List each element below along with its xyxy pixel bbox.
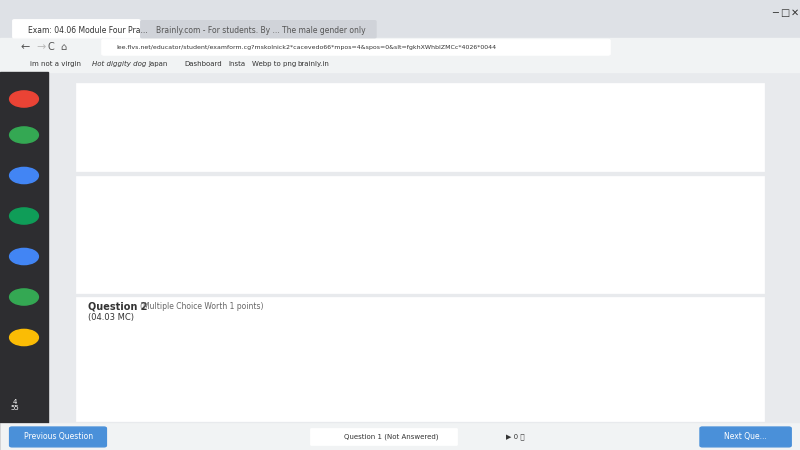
Text: Japan: Japan xyxy=(148,61,167,67)
Text: □: □ xyxy=(780,8,790,18)
Text: Previous Question: Previous Question xyxy=(24,432,93,441)
Text: Webp to png: Webp to png xyxy=(252,61,296,67)
Text: ←: ← xyxy=(21,42,30,52)
Text: Question 2: Question 2 xyxy=(88,302,147,312)
Text: 4
55: 4 55 xyxy=(10,399,18,411)
Text: lee.flvs.net/educator/student/examform.cg?mskolnick2*cacevedo66*mpos=4&spos=0&sl: lee.flvs.net/educator/student/examform.c… xyxy=(116,45,496,50)
Text: Brainly.com - For students. By ...: Brainly.com - For students. By ... xyxy=(156,26,280,35)
Text: Next Que...: Next Que... xyxy=(724,432,767,441)
Text: Insta: Insta xyxy=(228,61,245,67)
Text: im not a virgin: im not a virgin xyxy=(30,61,82,67)
Text: Question 1 (Not Answered): Question 1 (Not Answered) xyxy=(344,434,438,440)
Text: (Multiple Choice Worth 1 points): (Multiple Choice Worth 1 points) xyxy=(140,302,263,311)
Text: Hot diggity dog: Hot diggity dog xyxy=(92,61,146,67)
Text: Dashboard: Dashboard xyxy=(184,61,222,67)
Text: ⌂: ⌂ xyxy=(60,42,66,52)
Point xyxy=(169,273,182,280)
Text: Exam: 04.06 Module Four Pra...: Exam: 04.06 Module Four Pra... xyxy=(28,26,148,35)
Text: ▶ 0 📷: ▶ 0 📷 xyxy=(506,434,524,440)
Text: The male gender only: The male gender only xyxy=(282,26,366,35)
Point xyxy=(204,258,217,265)
Text: Number of
Seeds: Number of Seeds xyxy=(65,206,117,227)
Point xyxy=(169,134,182,141)
Text: →: → xyxy=(36,42,46,52)
Text: brainly.in: brainly.in xyxy=(298,61,330,67)
Point xyxy=(181,121,194,129)
Text: ✕: ✕ xyxy=(790,8,798,18)
X-axis label: Number of Packets: Number of Packets xyxy=(176,176,280,187)
Point xyxy=(157,146,170,153)
Text: ─: ─ xyxy=(772,8,778,18)
Text: C: C xyxy=(48,42,54,52)
Text: (04.03 MC): (04.03 MC) xyxy=(88,313,134,322)
X-axis label: Number of Packets: Number of Packets xyxy=(176,298,280,308)
Point xyxy=(192,266,205,273)
